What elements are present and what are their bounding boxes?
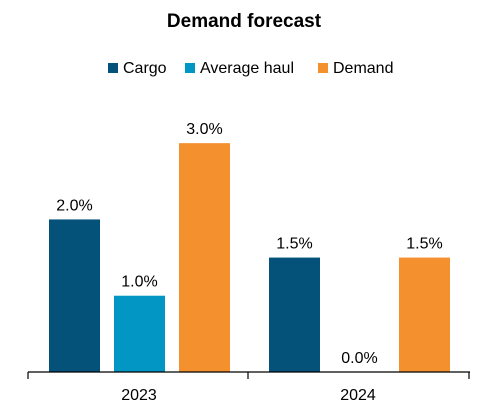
legend-label-average-haul: Average haul xyxy=(200,60,294,77)
data-label-cargo-2024: 1.5% xyxy=(276,236,312,253)
bar-demand-2023 xyxy=(179,143,230,372)
legend-swatch-average-haul xyxy=(185,63,195,73)
bar-demand-2024 xyxy=(399,257,450,372)
chart-title: Demand forecast xyxy=(167,11,322,32)
data-label-demand-2024: 1.5% xyxy=(406,236,442,253)
legend-swatch-cargo xyxy=(108,63,118,73)
data-label-average-haul-2023: 1.0% xyxy=(121,274,157,291)
data-label-demand-2023: 3.0% xyxy=(186,121,222,138)
data-label-cargo-2023: 2.0% xyxy=(56,197,92,214)
bar-cargo-2023 xyxy=(49,219,100,372)
bar-cargo-2024 xyxy=(269,257,320,372)
bar-average-haul-2023 xyxy=(114,295,165,372)
bar-area: 2.0% 1.0% 3.0% 1.5% 0.0% 1.5% xyxy=(49,121,450,372)
x-axis: 2023 2024 xyxy=(27,371,470,404)
x-tick-label-2023: 2023 xyxy=(121,387,157,404)
legend-swatch-demand xyxy=(318,63,328,73)
legend-label-demand: Demand xyxy=(333,60,393,77)
legend-label-cargo: Cargo xyxy=(123,60,167,77)
legend: Cargo Average haul Demand xyxy=(108,60,393,77)
x-tick-label-2024: 2024 xyxy=(340,387,376,404)
data-label-average-haul-2024: 0.0% xyxy=(341,350,377,367)
